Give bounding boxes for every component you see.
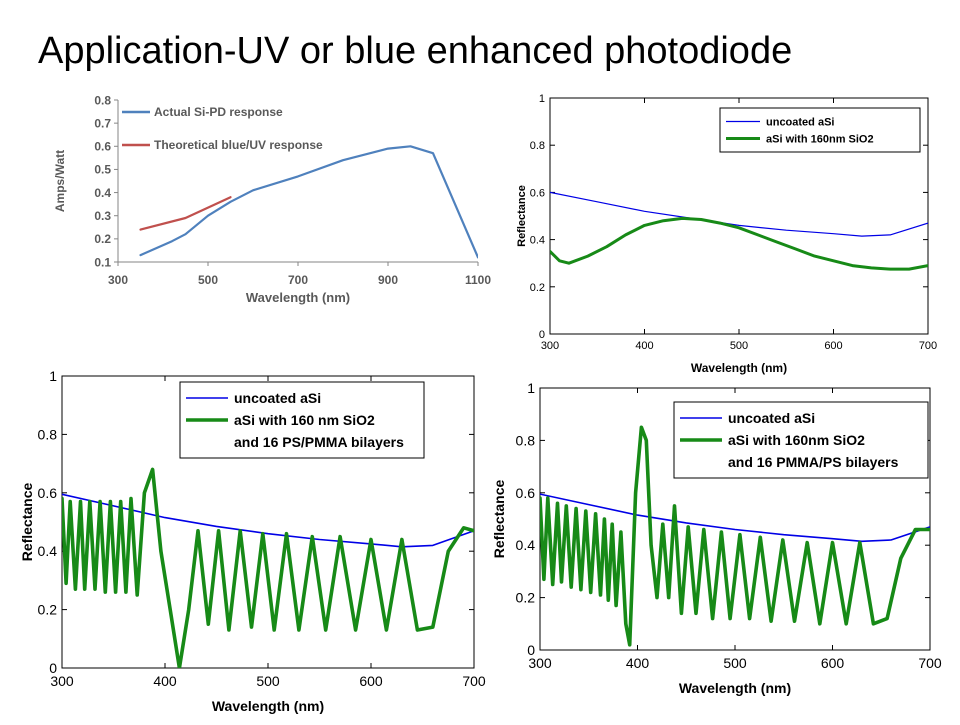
legend-box (719, 107, 921, 153)
series-line-secondary (550, 216, 928, 271)
series-line-secondary (540, 425, 930, 647)
x-axis-label: Wavelength (nm) (246, 290, 350, 305)
legend-entry: uncoated aSi (728, 410, 815, 426)
series-line-primary (62, 493, 474, 548)
y-tick-label: 0 (527, 642, 535, 658)
legend-entry: and 16 PMMA/PS bilayers (728, 454, 899, 470)
x-tick-label: 600 (359, 673, 383, 689)
x-tick-label: 1100 (465, 273, 491, 287)
x-axis-label: Wavelength (nm) (212, 698, 324, 714)
legend-entry: Theoretical blue/UV response (154, 138, 323, 152)
x-tick-label: 600 (824, 340, 842, 352)
y-axis-label: Reflectance (491, 479, 507, 558)
x-tick-label: 900 (378, 273, 398, 287)
y-tick-label: 0.4 (38, 543, 58, 559)
y-axis-label: Reflectance (19, 482, 35, 561)
x-tick-label: 700 (918, 655, 942, 671)
y-tick-label: 0.2 (38, 602, 58, 618)
x-tick-label: 700 (919, 340, 937, 352)
y-tick-label: 0.2 (94, 232, 111, 246)
y-tick-label: 0.2 (516, 590, 536, 606)
y-tick-label: 0.8 (530, 140, 545, 152)
legend-entry: and 16 PS/PMMA bilayers (234, 434, 404, 450)
legend-entry: uncoated aSi (234, 390, 321, 406)
y-tick-label: 0.6 (530, 187, 545, 199)
y-tick-label: 0.8 (516, 432, 536, 448)
x-tick-label: 300 (50, 673, 74, 689)
reflectance-chart-sio2: 300 400 500 600 700 0 0.2 0.4 0.6 0.8 1 Wavelength … (508, 86, 948, 376)
y-tick-label: 1 (49, 368, 57, 384)
series-line-primary (550, 191, 928, 237)
reflectance-ps-pmma-svg: 300 400 500 600 700 0 0.2 0.4 0.6 0.8 1 Wavelength … (19, 368, 486, 714)
x-tick-label: 500 (723, 655, 747, 671)
reflectance-chart-pmma-ps: 300 400 500 600 700 0 0.2 0.4 0.6 0.8 1 Wavelength … (488, 374, 952, 720)
y-axis-label: Reflectance (516, 185, 528, 247)
y-tick-label: 0 (49, 660, 57, 676)
y-tick-label: 0.3 (94, 209, 111, 223)
y-tick-label: 0.6 (38, 485, 58, 501)
slide-title: Application-UV or blue enhanced photodio… (38, 30, 793, 72)
y-tick-label: 0.8 (94, 93, 111, 107)
x-tick-label: 600 (821, 655, 845, 671)
y-tick-label: 0.7 (94, 116, 111, 130)
reflectance-pmma-ps-svg: 300 400 500 600 700 0 0.2 0.4 0.6 0.8 1 Wavelength … (491, 380, 942, 696)
series-line-primary (139, 145, 478, 259)
x-tick-label: 300 (528, 655, 552, 671)
y-tick-label: 0.6 (516, 485, 536, 501)
si-pd-response-svg: 300 500 700 900 1100 0.1 0.2 0.3 0.4 0.5 0.6 0.7 0.8… (53, 93, 491, 305)
legend-entry: Actual Si-PD response (154, 105, 283, 119)
legend-entry: aSi with 160nm SiO2 (728, 432, 865, 448)
x-tick-label: 500 (198, 273, 218, 287)
legend-entry: aSi with 160 nm SiO2 (234, 412, 375, 428)
x-tick-label: 700 (462, 673, 486, 689)
x-tick-label: 300 (541, 340, 559, 352)
x-axis-label: Wavelength (nm) (691, 361, 787, 375)
x-tick-label: 400 (626, 655, 650, 671)
x-tick-label: 500 (730, 340, 748, 352)
y-tick-label: 0.1 (94, 255, 111, 269)
y-tick-label: 0.4 (530, 235, 545, 247)
x-tick-label: 400 (153, 673, 177, 689)
x-axis-label: Wavelength (nm) (679, 680, 791, 696)
y-tick-label: 0 (539, 329, 545, 341)
series-line-secondary (62, 467, 474, 668)
y-tick-label: 1 (527, 380, 535, 396)
reflectance-sio2-svg: 300 400 500 600 700 0 0.2 0.4 0.6 0.8 1 Wavelength … (516, 93, 937, 375)
x-tick-label: 500 (256, 673, 280, 689)
si-pd-response-chart: 300 500 700 900 1100 0.1 0.2 0.3 0.4 0.5 0.6 0.7 0.8… (48, 86, 498, 316)
y-tick-label: 1 (539, 93, 545, 105)
series-line-secondary (139, 196, 232, 231)
y-tick-label: 0.4 (516, 537, 536, 553)
y-tick-label: 0.6 (94, 140, 111, 154)
legend-entry: aSi with 160nm SiO2 (766, 133, 874, 145)
x-tick-label: 300 (108, 273, 128, 287)
y-tick-label: 0.4 (94, 186, 111, 200)
x-tick-label: 700 (288, 273, 308, 287)
y-tick-label: 0.8 (38, 426, 58, 442)
y-tick-label: 0.5 (94, 163, 111, 177)
series-line-primary (540, 493, 930, 543)
y-tick-label: 0.2 (530, 282, 545, 294)
y-axis-label: Amps/Watt (53, 150, 67, 212)
legend-entry: uncoated aSi (766, 116, 834, 128)
x-tick-label: 400 (635, 340, 653, 352)
reflectance-chart-ps-pmma: 300 400 500 600 700 0 0.2 0.4 0.6 0.8 1 Wavelength … (14, 362, 488, 720)
